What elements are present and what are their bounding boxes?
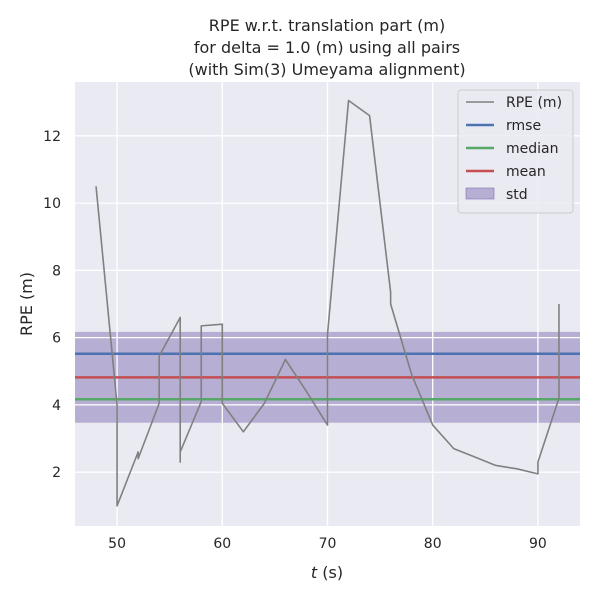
chart-title-line-1: RPE w.r.t. translation part (m) xyxy=(209,16,445,35)
x-tick-labels: 50 60 70 80 90 xyxy=(108,536,547,552)
rpe-series-line xyxy=(95,99,560,507)
chart-title: RPE w.r.t. translation part (m) for delt… xyxy=(188,16,465,79)
legend-box xyxy=(457,89,574,214)
x-axis-label-symbol: t xyxy=(311,563,318,582)
legend-label: RPE (m) xyxy=(506,95,562,111)
x-tick-label: 80 xyxy=(424,536,442,552)
x-axis-label: t (s) xyxy=(311,563,343,582)
chart-title-line-3: (with Sim(3) Umeyama alignment) xyxy=(188,60,465,79)
legend-label: rmse xyxy=(506,118,541,134)
y-tick-labels: 2 4 6 8 10 12 xyxy=(43,129,61,481)
y-tick-label: 8 xyxy=(52,263,61,279)
x-tick-label: 70 xyxy=(319,536,337,552)
y-axis-label: RPE (m) xyxy=(17,272,36,336)
legend-swatch xyxy=(465,187,495,200)
legend-label: median xyxy=(506,141,558,157)
x-tick-label: 50 xyxy=(108,536,126,552)
legend-label: mean xyxy=(506,164,546,180)
x-axis-label-unit: (s) xyxy=(317,563,343,582)
x-tick-label: 60 xyxy=(213,536,231,552)
y-tick-label: 10 xyxy=(43,196,61,212)
y-tick-label: 2 xyxy=(52,465,61,481)
y-tick-label: 6 xyxy=(52,331,61,347)
legend-label: std xyxy=(506,187,528,203)
chart-title-line-2: for delta = 1.0 (m) using all pairs xyxy=(194,38,460,57)
legend: RPE (m) rmse median mean std xyxy=(457,89,574,214)
y-tick-label: 4 xyxy=(52,398,61,414)
x-tick-label: 90 xyxy=(529,536,547,552)
series-layer xyxy=(95,99,560,507)
y-tick-label: 12 xyxy=(43,129,61,145)
